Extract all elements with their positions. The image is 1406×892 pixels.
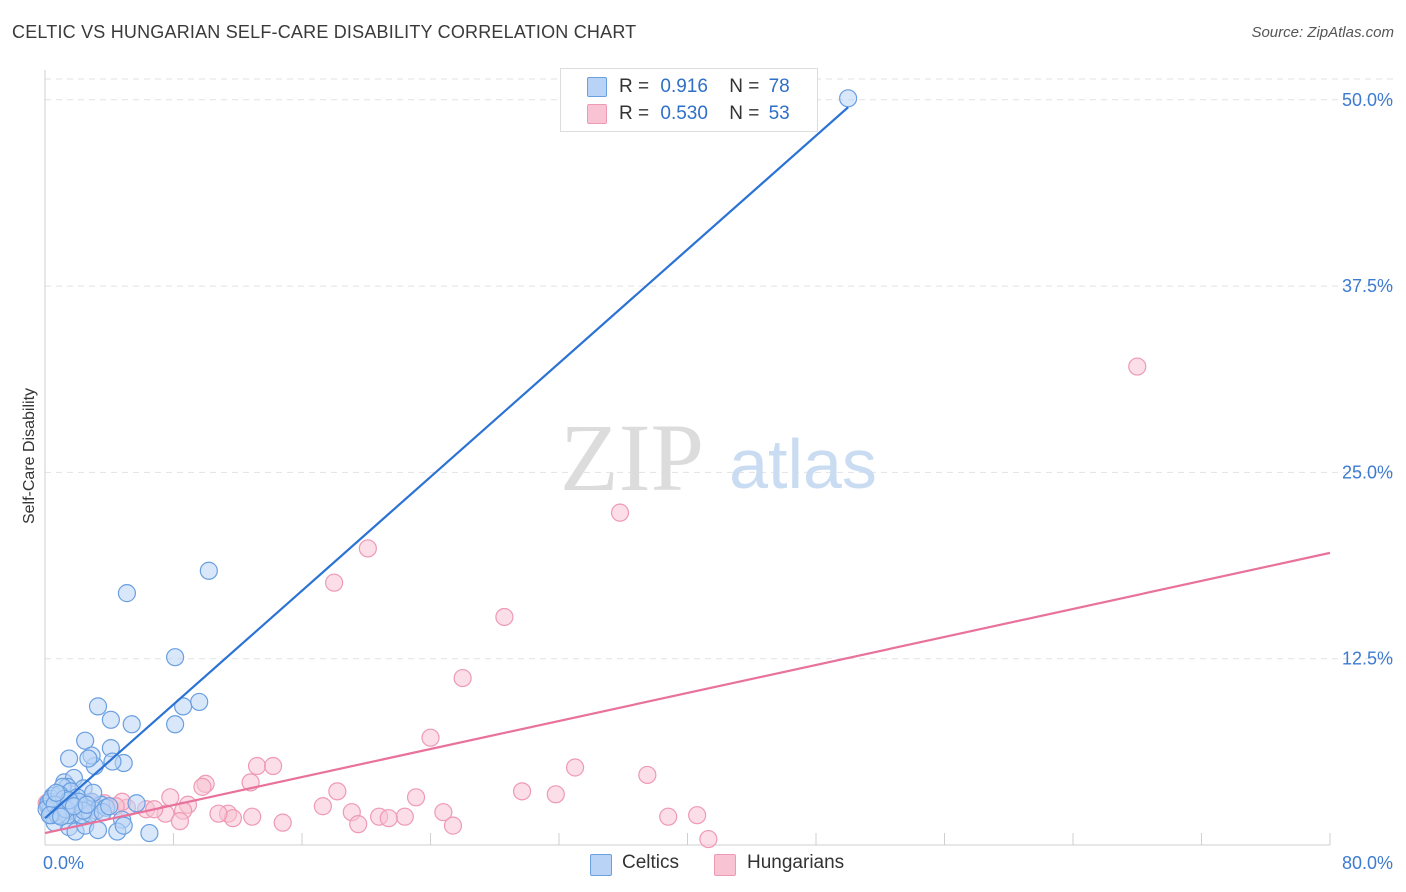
legend-row-hungarians: R = 0.530 N = 53 — [619, 103, 790, 125]
x-tick-label: 80.0% — [1342, 853, 1393, 873]
y-tick-label: 50.0% — [1342, 90, 1393, 110]
y-tick-label: 37.5% — [1342, 276, 1393, 296]
legend-r-value: 0.530 — [660, 103, 708, 124]
celtics-point — [51, 807, 71, 826]
hungarians-point — [328, 782, 347, 801]
celtics-point — [117, 584, 137, 603]
hungarians-point — [379, 809, 398, 828]
bottom-legend-swatch-hungarians — [714, 854, 736, 876]
celtics-point — [88, 820, 108, 840]
hungarians-point — [358, 539, 377, 558]
hungarians-trend-line — [44, 551, 1331, 835]
celtics-points — [37, 89, 858, 843]
hungarians-point — [170, 812, 190, 831]
hungarians-point — [453, 668, 472, 688]
hungarians-point — [209, 804, 228, 823]
hungarians-point — [247, 756, 267, 776]
hungarians-point — [421, 728, 440, 747]
celtics-point — [174, 697, 193, 716]
bottom-legend-label-celtics: Celtics — [622, 852, 680, 873]
celtics-point — [77, 795, 96, 814]
hungarians-point — [263, 756, 283, 776]
celtics-point — [127, 794, 146, 813]
legend-n-label: N = — [729, 76, 760, 97]
hungarians-point — [443, 816, 463, 835]
hungarians-point — [161, 788, 180, 807]
legend-row-celtics: R = 0.916 N = 78 — [619, 76, 790, 98]
y-tick-label: 12.5% — [1342, 649, 1393, 669]
watermark-zip: ZIP — [560, 404, 704, 511]
celtics-point — [199, 561, 218, 580]
legend-n-value: 53 — [768, 103, 790, 124]
hungarians-point — [193, 777, 212, 796]
celtics-point — [47, 783, 66, 802]
bottom-legend: Celtics Hungarians — [590, 852, 890, 876]
hungarians-point — [610, 503, 630, 522]
legend-n-label: N = — [729, 103, 760, 124]
hungarians-point — [1128, 357, 1147, 376]
watermark-atlas: atlas — [729, 425, 877, 503]
source-label: Source: ZipAtlas.com — [1251, 24, 1394, 41]
legend-r-label: R = — [619, 76, 650, 97]
grid-layer — [45, 78, 1395, 660]
legend-r-value: 0.916 — [660, 76, 708, 97]
hungarians-point — [512, 782, 532, 801]
celtics-point — [166, 648, 185, 667]
celtics-point — [79, 749, 98, 768]
y-axis-label: Self-Care Disability — [21, 387, 38, 525]
legend-r-label: R = — [619, 103, 650, 124]
hungarians-point — [243, 807, 262, 826]
celtics-point — [100, 797, 119, 816]
tick-label-layer: 12.5% 25.0% 37.5% 50.0% 0.0% 80.0% — [43, 90, 1393, 873]
watermark: ZIP atlas — [560, 404, 877, 511]
hungarians-point — [395, 807, 414, 826]
axis-layer — [44, 70, 1331, 846]
celtics-point — [839, 89, 858, 108]
hungarians-point — [349, 815, 368, 834]
hungarians-point — [434, 803, 453, 822]
celtics-point — [114, 816, 133, 835]
hungarians-point — [565, 758, 585, 777]
celtics-point — [103, 752, 122, 771]
bottom-legend-swatch-celtics — [590, 854, 612, 876]
celtics-point — [88, 697, 108, 716]
hungarians-point — [638, 765, 657, 785]
legend-swatch-hungarians — [587, 104, 607, 124]
hungarians-point — [325, 573, 344, 592]
hungarians-point — [659, 807, 678, 826]
celtics-point — [166, 715, 185, 734]
y-tick-label: 25.0% — [1342, 462, 1393, 482]
celtics-point — [122, 715, 141, 734]
hungarians-point — [406, 788, 426, 807]
x-tick-label: 0.0% — [43, 853, 84, 873]
hungarians-point — [313, 797, 332, 816]
legend-n-value: 78 — [768, 76, 790, 97]
hungarians-point — [699, 829, 718, 849]
bottom-legend-label-hungarians: Hungarians — [747, 852, 845, 873]
trend-layer — [44, 106, 1331, 835]
celtics-point — [59, 749, 79, 768]
celtics-point — [101, 710, 120, 729]
celtics-point — [190, 692, 209, 712]
legend-swatch-celtics — [587, 77, 607, 97]
hungarians-point — [688, 806, 707, 825]
celtics-trend-line — [44, 106, 849, 819]
hungarians-point — [273, 813, 292, 832]
chart-title: CELTIC VS HUNGARIAN SELF-CARE DISABILITY… — [12, 22, 637, 42]
celtics-point — [140, 823, 159, 843]
hungarians-point — [546, 785, 565, 804]
hungarians-point — [495, 607, 514, 627]
legend: R = 0.916 N = 78 R = 0.530 N = 53 — [560, 68, 818, 132]
